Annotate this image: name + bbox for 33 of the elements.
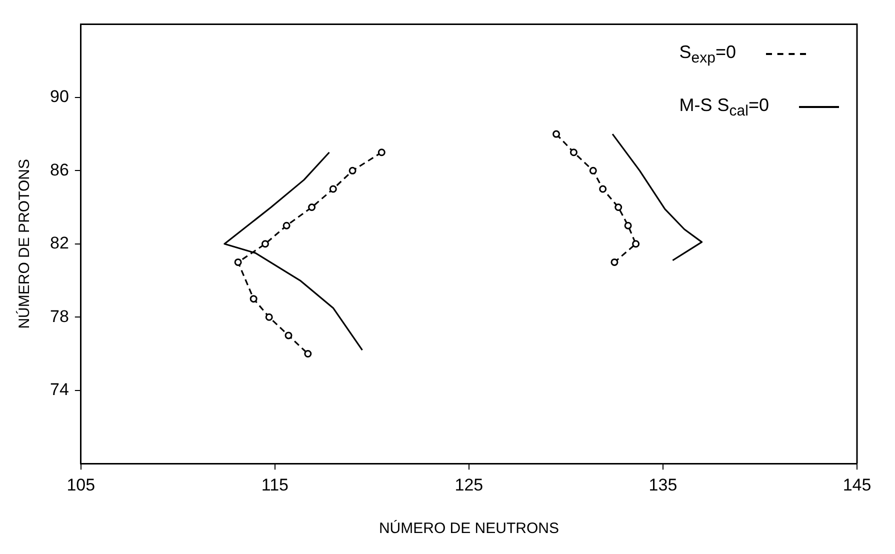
legend-label: M-S S$_{cal}$=0	[679, 94, 769, 120]
point	[624, 222, 632, 230]
point	[610, 258, 618, 266]
x-axis-title: NÚMERO DE NEUTRONS	[378, 519, 559, 538]
point	[284, 332, 292, 340]
point	[265, 313, 273, 321]
y-axis-title: NÚMERO DE PROTONS	[15, 159, 34, 329]
point	[589, 166, 597, 174]
point	[552, 130, 560, 138]
point	[378, 148, 386, 156]
x-tick-label: 115	[261, 475, 288, 494]
y-tick-label: 74	[50, 380, 69, 400]
point	[570, 148, 578, 156]
point	[632, 240, 640, 248]
x-tick-label: 105	[66, 475, 96, 494]
legend-label: S$_{exp}$=0	[679, 42, 736, 67]
point	[234, 258, 242, 266]
point	[329, 185, 337, 193]
y-tick-label: 90	[50, 87, 69, 106]
point	[304, 350, 312, 358]
x-tick-label: 125	[454, 475, 484, 494]
y-tick-label: 86	[50, 160, 69, 180]
point	[348, 166, 356, 174]
point	[282, 222, 290, 230]
x-tick-label: 145	[842, 475, 872, 494]
y-tick-label: 78	[50, 306, 69, 326]
y-tick-label: 82	[50, 234, 69, 253]
point	[308, 204, 316, 212]
point	[599, 185, 607, 193]
point	[614, 204, 622, 212]
point	[250, 295, 258, 303]
point	[261, 240, 269, 248]
x-tick-label: 135	[648, 475, 678, 494]
